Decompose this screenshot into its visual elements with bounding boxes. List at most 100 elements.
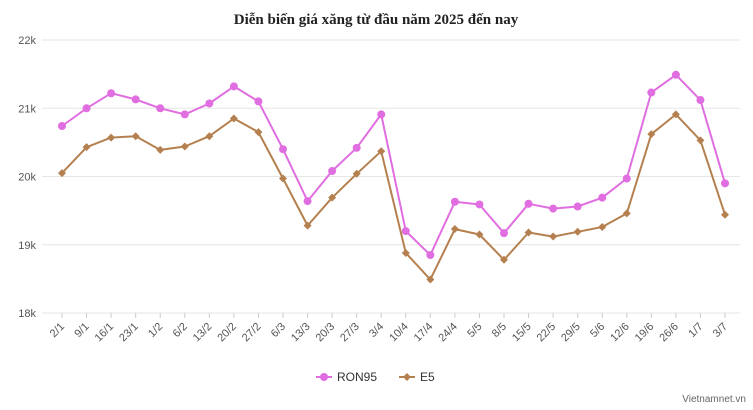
x-tick-label: 1/2 (146, 321, 165, 340)
data-point[interactable] (426, 275, 435, 284)
legend-item-ron95[interactable]: RON95 (316, 370, 377, 384)
data-point[interactable] (475, 230, 484, 239)
x-tick-label: 15/5 (510, 321, 534, 345)
x-tick-label: 10/4 (387, 321, 411, 345)
grid (42, 39, 740, 314)
y-tick-label: 22k (18, 35, 36, 47)
series-ron95 (58, 70, 729, 259)
data-point[interactable] (573, 227, 582, 236)
data-point[interactable] (671, 110, 680, 119)
x-tick-label: 27/3 (338, 321, 362, 345)
x-tick-label: 23/1 (117, 321, 141, 345)
data-point[interactable] (696, 96, 705, 105)
data-point[interactable] (622, 209, 631, 218)
x-tick-label: 24/4 (436, 321, 460, 345)
data-point[interactable] (328, 167, 337, 176)
data-point[interactable] (598, 223, 607, 232)
series-layer (58, 70, 729, 284)
series-line (61, 113, 726, 281)
data-point[interactable] (131, 132, 140, 141)
legend-item-e5[interactable]: E5 (399, 370, 435, 384)
series-line (61, 73, 726, 256)
data-point[interactable] (352, 169, 361, 178)
x-tick-label: 5/5 (465, 321, 484, 340)
data-point[interactable] (647, 88, 656, 97)
data-point[interactable] (377, 147, 386, 156)
data-point[interactable] (549, 204, 558, 213)
data-point[interactable] (205, 132, 214, 141)
series-e5 (58, 110, 729, 284)
data-point[interactable] (598, 193, 607, 202)
x-tick-label: 1/7 (686, 321, 705, 340)
legend-label: E5 (420, 370, 435, 384)
data-point[interactable] (696, 136, 705, 145)
x-tick-label: 17/4 (412, 321, 436, 345)
data-point[interactable] (82, 143, 91, 152)
data-point[interactable] (156, 104, 165, 113)
legend-marker (320, 373, 328, 381)
x-tick-label: 12/6 (608, 321, 632, 345)
chart-title: Diễn biến giá xăng từ đầu năm 2025 đến n… (234, 12, 519, 28)
data-point[interactable] (377, 110, 386, 119)
data-point[interactable] (82, 104, 91, 113)
x-tick-label: 16/1 (93, 321, 117, 345)
data-point[interactable] (352, 143, 361, 152)
data-point[interactable] (229, 82, 238, 91)
data-point[interactable] (279, 145, 287, 154)
data-point[interactable] (328, 193, 337, 202)
x-tick-label: 29/5 (559, 321, 583, 345)
x-tick-label: 3/4 (367, 321, 386, 340)
x-tick-label: 19/6 (633, 321, 657, 345)
x-tick-label: 9/1 (72, 321, 91, 340)
data-point[interactable] (500, 255, 508, 264)
data-point[interactable] (524, 199, 533, 208)
data-point[interactable] (107, 89, 116, 98)
data-point[interactable] (107, 133, 116, 142)
data-point[interactable] (254, 97, 263, 106)
data-point[interactable] (131, 95, 140, 104)
x-tick-label: 13/3 (289, 321, 313, 345)
data-point[interactable] (450, 225, 459, 234)
x-tick-label: 6/2 (171, 321, 190, 340)
data-point[interactable] (671, 70, 680, 79)
data-point[interactable] (500, 229, 508, 238)
data-point[interactable] (156, 145, 165, 154)
y-tick-label: 19k (18, 240, 36, 252)
legend-marker (403, 373, 411, 381)
x-tick-label: 22/5 (535, 321, 559, 345)
data-point[interactable] (279, 174, 287, 183)
x-tick-label: 13/2 (191, 321, 215, 345)
data-point[interactable] (426, 250, 435, 259)
data-point[interactable] (180, 142, 189, 151)
data-point[interactable] (573, 202, 582, 211)
data-point[interactable] (450, 197, 459, 206)
legend[interactable]: RON95 E5 (316, 370, 435, 384)
data-point[interactable] (549, 232, 558, 241)
data-point[interactable] (647, 130, 656, 139)
data-point[interactable] (58, 169, 66, 178)
data-point[interactable] (721, 179, 729, 188)
data-point[interactable] (401, 227, 410, 236)
data-point[interactable] (401, 248, 410, 257)
data-point[interactable] (254, 128, 263, 137)
data-point[interactable] (475, 200, 484, 209)
data-point[interactable] (303, 221, 312, 230)
x-tick-label: 26/6 (657, 321, 681, 345)
data-point[interactable] (622, 174, 631, 183)
x-axis: 2/1 9/1 16/1 23/1 1/2 6/2 13/2 20/2 27/2 6/3 13/3 2… (48, 313, 730, 344)
y-tick-label: 20k (18, 172, 36, 184)
data-point[interactable] (524, 228, 533, 237)
data-point[interactable] (205, 99, 214, 108)
x-tick-label: 5/6 (588, 321, 607, 340)
data-point[interactable] (58, 121, 66, 130)
y-tick-label: 21k (18, 103, 36, 115)
x-tick-label: 27/2 (240, 321, 264, 345)
x-tick-label: 2/1 (48, 321, 67, 340)
data-point[interactable] (180, 110, 189, 119)
x-tick-label: 20/3 (314, 321, 338, 345)
data-point[interactable] (303, 197, 312, 206)
data-point[interactable] (229, 114, 238, 123)
data-point[interactable] (721, 210, 729, 219)
credit-text: Vietnamnet.vn (682, 394, 746, 405)
